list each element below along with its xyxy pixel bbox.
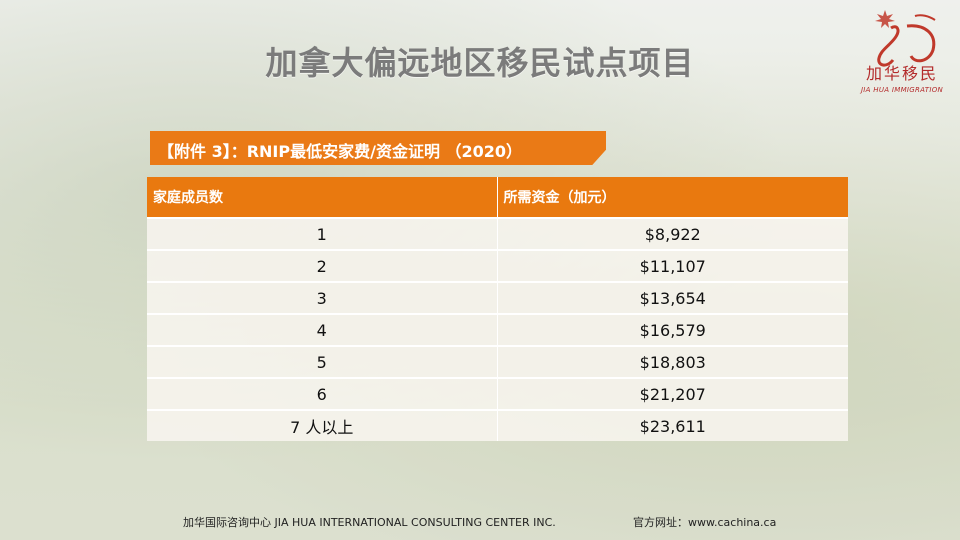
table-row: 7 人以上 $23,611 — [147, 409, 848, 441]
required-funds-cell: $8,922 — [497, 217, 848, 250]
attachment-banner-label: 【附件 3】：RNIP最低安家费/资金证明 （2020） — [158, 142, 523, 161]
logo-text: 加华移民 JIA HUA IMMIGRATION — [856, 60, 948, 94]
required-funds-cell: $13,654 — [497, 281, 848, 314]
table-row: 3 $13,654 — [147, 281, 848, 314]
table-header-row: 家庭成员数 所需资金（加元） — [147, 177, 848, 218]
required-funds-cell: $21,207 — [497, 377, 848, 410]
table-row: 5 $18,803 — [147, 345, 848, 378]
table-row: 6 $21,207 — [147, 377, 848, 410]
required-funds-cell: $18,803 — [497, 345, 848, 378]
header-required-funds: 所需资金（加元） — [497, 177, 848, 218]
table-row: 1 $8,922 — [147, 217, 848, 250]
attachment-banner: 【附件 3】：RNIP最低安家费/资金证明 （2020） — [150, 131, 606, 165]
family-size-cell: 5 — [147, 345, 498, 378]
settlement-funds-table: 家庭成员数 所需资金（加元） 1 $8,922 2 $11,107 3 $13,… — [147, 177, 848, 441]
required-funds-cell: $11,107 — [497, 249, 848, 282]
required-funds-cell: $23,611 — [497, 409, 848, 441]
family-size-cell: 6 — [147, 377, 498, 410]
logo-english: JIA HUA IMMIGRATION — [860, 86, 944, 94]
logo-icon — [875, 10, 936, 67]
table-row: 2 $11,107 — [147, 249, 848, 282]
family-size-cell: 3 — [147, 281, 498, 314]
family-size-cell: 1 — [147, 217, 498, 250]
family-size-cell: 7 人以上 — [147, 409, 498, 441]
page-title: 加拿大偏远地区移民试点项目 — [265, 44, 695, 82]
family-size-cell: 4 — [147, 313, 498, 346]
header-family-size: 家庭成员数 — [147, 177, 498, 218]
logo-chinese: 加华移民 — [865, 64, 938, 83]
family-size-cell: 2 — [147, 249, 498, 282]
footer-website: 官方网址：www.cachina.ca — [633, 516, 777, 529]
table-row: 4 $16,579 — [147, 313, 848, 346]
required-funds-cell: $16,579 — [497, 313, 848, 346]
footer-company: 加华国际咨询中心 JIA HUA INTERNATIONAL CONSULTIN… — [183, 516, 556, 529]
